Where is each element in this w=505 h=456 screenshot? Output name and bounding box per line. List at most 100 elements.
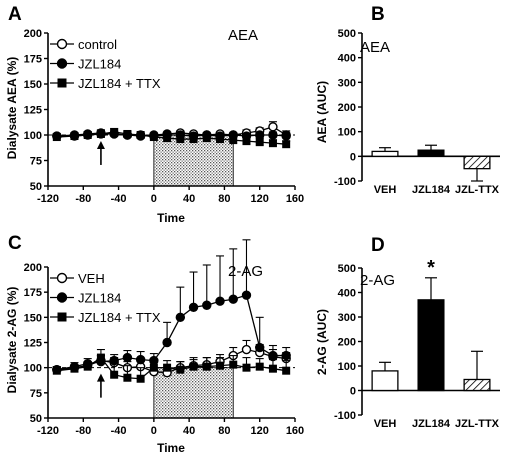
panel-a-x-tick-label: -120: [37, 193, 59, 205]
panel-d-letter: D: [371, 235, 385, 256]
panel-a-x-tick-label: -40: [111, 193, 127, 205]
panel-a-annotation: AEA: [228, 27, 258, 44]
panel-a-x-tick-label: -80: [75, 193, 91, 205]
panel-a-x-tick-label: 40: [183, 193, 195, 205]
panel-c-y-tick-label: 175: [24, 287, 42, 299]
panel-c-series-3-point: [163, 363, 172, 372]
panel-a-series-3-point: [255, 138, 264, 147]
panel-a-series-2-point: [281, 131, 291, 141]
panel-c-y-axis-label: Dialysate 2-AG (%): [5, 287, 19, 394]
panel-a-y-axis-label: Dialysate AEA (%): [5, 57, 19, 159]
panel-a-series-3-point: [229, 136, 238, 145]
panel-a-series-3-point: [110, 127, 119, 136]
panel-c-series-2-point: [255, 342, 265, 353]
panel-c-series-2-point: [122, 352, 133, 363]
panel-a-x-tick-label: 160: [286, 193, 304, 205]
panel-a-series-3-point: [83, 131, 92, 139]
panel-c-y-tick-label: 200: [24, 262, 42, 274]
panel-a-series-3-point: [282, 140, 291, 149]
panel-d-y-tick-label: 500: [338, 263, 356, 275]
panel-d-y-tick-label: 0: [350, 386, 356, 398]
panel-d-category-label: VEH: [374, 418, 397, 430]
panel-c-series-2-point: [162, 337, 172, 348]
panel-c-letter: C: [8, 233, 22, 254]
panel-a-x-tick-label: 0: [151, 193, 157, 205]
panel-c-series-3-point: [229, 360, 238, 369]
panel-b-y-tick-label: 500: [338, 28, 356, 40]
panel-a-legend-3-marker: [57, 78, 67, 88]
panel-a-y-tick-label: 200: [24, 28, 42, 40]
panel-c-series-2-point: [202, 300, 212, 310]
panel-c-series-3-point: [282, 366, 291, 375]
panel-c-series-3-point: [149, 363, 158, 372]
panel-b-category-label: VEH: [374, 184, 397, 196]
panel-c-series-3-point: [268, 364, 277, 373]
panel-b-letter: B: [371, 4, 385, 25]
panel-a-legend-2-marker: [56, 58, 68, 69]
panel-d-y-tick-label: 400: [338, 288, 356, 300]
panel-a-legend-2-label: JZL184: [78, 57, 121, 72]
panel-a-series-3-point: [189, 135, 198, 144]
panel-c-series-3-point: [136, 374, 145, 383]
panel-c-series-3-point: [52, 366, 61, 375]
panel-d-y-tick-label: 300: [338, 312, 356, 324]
panel-a-x-tick-label: 120: [251, 193, 269, 205]
panel-c-series-3-point: [83, 362, 92, 371]
panel-d-y-tick-label: -100: [334, 410, 356, 422]
panel-a-x-tick-label: 80: [218, 193, 230, 205]
panel-c-series-3-point: [202, 362, 211, 371]
panel-a-series-3-point: [163, 134, 172, 143]
panel-b-bar-jzl-ttx: [463, 155, 491, 170]
panel-a-series-3-point: [242, 137, 251, 146]
panel-b-y-tick-label: 400: [338, 53, 356, 65]
panel-c-legend-3-marker: [57, 312, 67, 322]
panel-a-series-3-point: [96, 129, 105, 138]
panel-d-category-label: JZL184: [412, 418, 451, 430]
panel-c-series-2-point: [188, 302, 199, 312]
panel-c-y-tick-label: 75: [30, 388, 42, 400]
panel-d-bar-jzl-ttx: [463, 378, 491, 392]
panel-a-series-3-point: [149, 133, 158, 142]
panel-c-series-3-point: [189, 362, 198, 371]
panel-a-legend-3-label: JZL184 + TTX: [78, 76, 161, 91]
panel-a-series-3-point: [202, 134, 211, 143]
panel-c-series-1-point: [241, 344, 252, 355]
panel-c-series-3-point: [96, 353, 105, 362]
panel-a-legend-1-marker: [56, 38, 68, 50]
panel-c: C 50 75 100 125 150 175 200 -120 -80 -40 0 40 80 120 1…: [5, 233, 304, 455]
panel-c-legend-1-marker: [56, 272, 68, 284]
panel-a-series-3-point: [52, 133, 61, 142]
panel-a-series-3-point: [268, 139, 277, 148]
panel-a-series-3-point: [176, 135, 185, 144]
panel-c-series-2-point: [215, 296, 225, 306]
panel-d-significance-marker: *: [427, 257, 435, 279]
panel-a-series-3-point: [70, 132, 79, 141]
panel-b-bar-veh: [371, 150, 399, 157]
panel-b-category-label: JZL-TTX: [455, 184, 500, 196]
panel-c-x-tick-label: 120: [251, 425, 269, 437]
panel-c-series-2-point: [241, 290, 252, 300]
panel-c-x-tick-label: -80: [75, 425, 91, 437]
panel-c-series-2-point: [228, 294, 238, 304]
panel-a-y-tick-label: 75: [30, 156, 42, 168]
panel-c-series-3-point: [242, 363, 251, 372]
panel-b-y-tick-label: 0: [350, 151, 356, 163]
panel-b-y-tick-label: -100: [334, 176, 356, 188]
panel-a-series-1-point: [268, 122, 278, 132]
panel-d-y-tick-label: 200: [338, 337, 356, 349]
panel-a-series-3-point: [216, 135, 225, 144]
panel-b: B -100 0 100 200 300 400 500 VEH JZL184 JZL-TTX A…: [315, 4, 500, 196]
panel-c-series-2-point: [175, 312, 186, 323]
panel-c-x-tick-label: 160: [286, 425, 304, 437]
panel-a-y-tick-label: 50: [30, 181, 42, 193]
panel-c-legend-3-label: JZL184 + TTX: [78, 310, 161, 325]
panel-a-x-axis-label: Time: [157, 211, 185, 225]
panel-c-injection-arrow-head: [96, 373, 105, 382]
panel-c-y-tick-label: 100: [24, 363, 42, 375]
panel-a-y-tick-label: 100: [24, 130, 42, 142]
panel-b-annotation: AEA: [360, 39, 390, 56]
panel-a: A 50 75 100 125 150 175 200 -120 -80 -40 0 40 80 120 1…: [5, 4, 304, 225]
panel-c-series-2-point: [268, 350, 278, 361]
